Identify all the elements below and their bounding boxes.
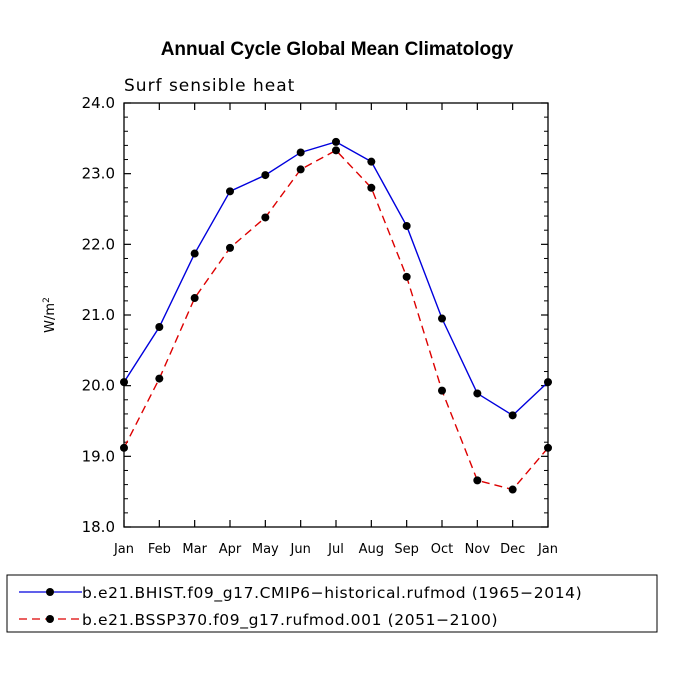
series-2-point [226,243,234,252]
y-axis-label: W/m2 [42,297,58,333]
x-tick-label: Dec [500,542,525,557]
series-1-point [508,411,517,420]
chart-title: Annual Cycle Global Mean Climatology [161,39,514,60]
series-1-point [402,221,411,230]
x-tick-label: Jan [537,542,558,557]
y-tick-label: 20.0 [82,377,115,395]
series-1-point [332,137,340,146]
series-2-point [155,374,164,383]
series-2-point [402,272,411,281]
x-tick-label: Nov [465,542,491,557]
x-tick-label: Feb [148,542,171,557]
x-tick-label: Sep [394,542,419,557]
series-2-point [296,165,305,174]
x-tick-label: May [252,542,279,557]
series-1-point [296,148,305,157]
series-1-point [155,323,164,332]
legend-box [6,574,658,633]
series-2-point [332,146,340,155]
legend: b.e21.BHIST.f09_g17.CMIP6−historical.ruf… [6,574,658,633]
series-1-point [226,187,234,196]
series-2-point [473,476,482,485]
legend-label-series-2: b.e21.BSSP370.f09_g17.rufmod.001 (2051−2… [82,611,498,630]
series-2-point [120,443,128,452]
legend-marker-series-1 [46,588,54,596]
series-2-point [367,183,376,192]
y-tick-label: 19.0 [82,447,115,465]
y-axis-label-superscript: 2 [42,297,52,303]
series-1-point [190,249,199,258]
y-axis: 18.0 19.0 20.0 21.0 22.0 23.0 24.0 [82,94,548,536]
series-layer [120,137,552,494]
y-tick-label: 18.0 [82,518,115,536]
series-1-point [473,389,482,398]
x-tick-label: Oct [431,542,453,557]
series-line-1 [123,141,549,417]
y-tick-label: 21.0 [82,306,115,324]
x-tick-label: Aug [359,542,384,557]
series-1-point [120,378,128,387]
y-axis-label-base: W/m [43,303,58,333]
x-tick-label: Jul [327,542,344,557]
x-tick-label: Apr [219,542,242,557]
x-axis: Jan Feb Mar Apr May Jun Jul Aug Sep Oct Nov Dec Jan [113,103,558,557]
chart-subtitle: Surf sensible heat [124,76,295,96]
series-1-point [544,378,552,387]
series-2-point [544,443,552,452]
x-tick-label: Mar [182,542,207,557]
series-1-point [367,157,376,166]
series-2-point [508,485,517,494]
x-tick-label: Jan [113,542,134,557]
series-1-point [261,171,270,180]
x-tick-label: Jun [290,542,311,557]
series-line-2 [123,149,549,491]
series-1-point [438,314,446,323]
legend-label-series-1: b.e21.BHIST.f09_g17.CMIP6−historical.ruf… [82,584,582,603]
series-2-point [438,386,446,395]
y-tick-label: 22.0 [82,235,115,253]
y-tick-label: 23.0 [82,165,115,183]
series-2-point [190,294,199,303]
y-tick-label: 24.0 [82,94,115,112]
series-2-point [261,213,270,222]
legend-marker-series-2 [46,615,54,623]
